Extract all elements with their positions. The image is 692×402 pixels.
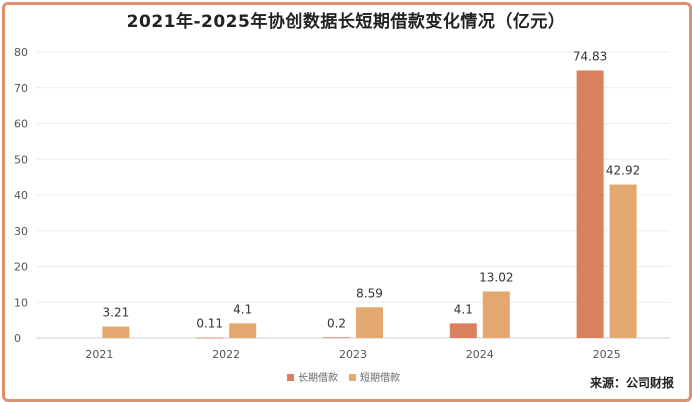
data-label: 4.1 [454, 302, 473, 316]
x-tick-label: 2025 [593, 348, 621, 361]
bar-long-term [196, 337, 224, 339]
data-label: 42.92 [606, 164, 640, 178]
x-tick-label: 2021 [85, 348, 113, 361]
y-tick-label: 70 [14, 82, 28, 95]
data-label: 3.21 [103, 306, 130, 320]
chart-title: 2021年-2025年协创数据长短期借款变化情况（亿元） [126, 12, 566, 32]
y-tick-label: 30 [14, 225, 28, 238]
y-tick-label: 50 [14, 153, 28, 166]
bar-short-term [356, 307, 383, 338]
bar-short-term [609, 184, 637, 338]
bars [102, 70, 637, 339]
legend-swatch [287, 374, 294, 381]
y-tick-label: 80 [14, 46, 28, 59]
legend-swatch [349, 374, 356, 381]
y-tick-label: 0 [14, 332, 21, 345]
bar-short-term [482, 291, 510, 338]
data-label: 0.2 [327, 316, 346, 330]
legend-label: 短期借款 [360, 371, 400, 384]
bar-short-term [229, 323, 257, 338]
data-label: 74.83 [573, 49, 607, 63]
y-axis-ticks: 0 10 20 30 40 50 60 70 80 [14, 46, 28, 345]
x-axis-ticks: 2021 2022 2023 2024 2025 [85, 348, 620, 361]
x-tick-label: 2022 [212, 348, 240, 361]
y-tick-label: 20 [14, 261, 28, 274]
data-label: 0.11 [196, 317, 223, 331]
data-labels: 3.21 0.11 4.1 0.2 8.59 4.1 13.02 74.83 42.92 [103, 49, 641, 330]
legend-label: 长期借款 [298, 371, 338, 384]
bar-long-term [576, 70, 604, 338]
x-tick-label: 2024 [466, 348, 494, 361]
bar-long-term [449, 323, 477, 338]
gridlines [36, 51, 670, 339]
y-tick-label: 60 [14, 118, 28, 131]
data-label: 8.59 [356, 286, 383, 300]
source-note: 来源：公司财报 [589, 376, 674, 390]
y-tick-label: 40 [14, 189, 28, 202]
x-tick-label: 2023 [339, 348, 367, 361]
bar-long-term [323, 337, 350, 339]
data-label: 4.1 [233, 302, 252, 316]
legend: 长期借款 短期借款 [287, 371, 400, 384]
bar-short-term [102, 326, 130, 338]
data-label: 13.02 [479, 270, 513, 284]
y-tick-label: 10 [14, 296, 28, 309]
